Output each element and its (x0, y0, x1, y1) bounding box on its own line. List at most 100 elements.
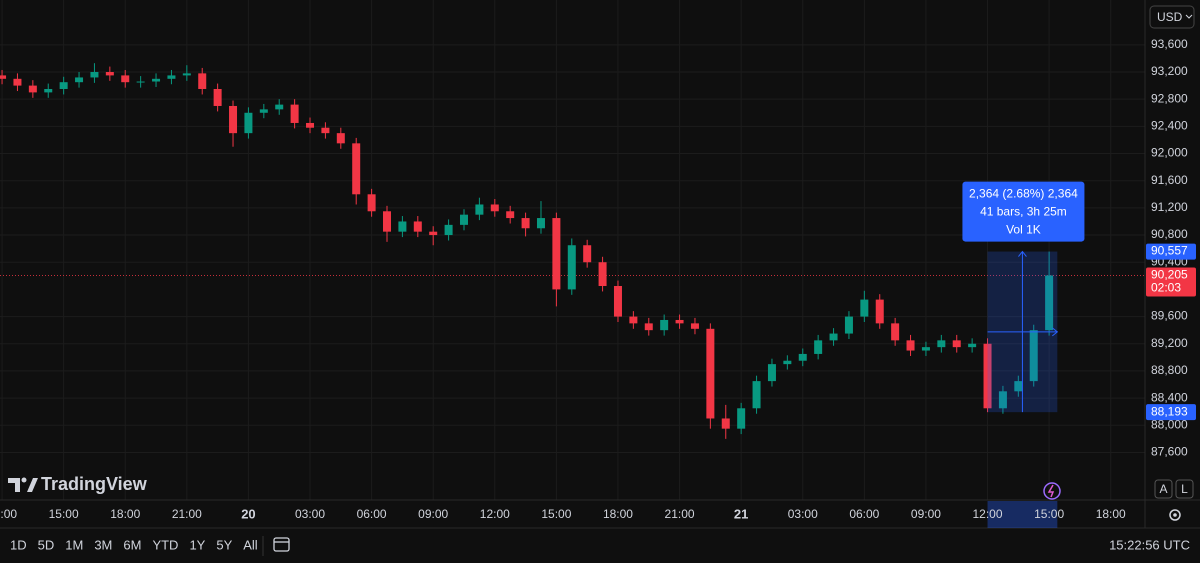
candle-body (475, 204, 484, 215)
axis-button-label[interactable]: L (1181, 482, 1188, 496)
candle-body (644, 323, 653, 331)
y-tick-label: 92,000 (1151, 146, 1188, 160)
candle-body (306, 122, 315, 128)
candle-body (367, 194, 376, 212)
candle-body (1045, 275, 1054, 331)
range-button[interactable]: 5Y (216, 537, 232, 552)
candle-body (44, 88, 53, 93)
candle-body (860, 299, 869, 317)
range-button[interactable]: 5D (38, 537, 55, 552)
y-tick-label: 89,600 (1151, 309, 1188, 323)
x-tick-label: 18:00 (110, 507, 140, 521)
x-tick-label: 20 (241, 506, 255, 521)
candle-body (875, 299, 884, 324)
candle-body (198, 73, 207, 89)
x-tick-label: 09:00 (418, 507, 448, 521)
candle-body (952, 340, 961, 348)
range-button[interactable]: 1M (65, 537, 83, 552)
candle-body (1014, 381, 1023, 392)
range-button[interactable]: 1D (10, 537, 27, 552)
measure-text: 2,364 (2.68%) 2,364 (969, 187, 1078, 201)
x-tick-label: 15:00 (49, 507, 79, 521)
range-button[interactable]: All (243, 537, 258, 552)
range-button[interactable]: 1Y (189, 537, 205, 552)
candle-body (752, 381, 761, 409)
logo-text: TradingView (41, 474, 148, 494)
currency-button[interactable] (1149, 5, 1195, 29)
currency[interactable]: USD (1157, 10, 1183, 24)
axis-button-label[interactable]: A (1159, 482, 1167, 496)
y-tick-label: 92,400 (1151, 119, 1188, 133)
x-tick-label: 03:00 (295, 507, 325, 521)
candle-body (844, 316, 853, 334)
candle-body (921, 347, 930, 351)
range-highlight (987, 501, 1058, 528)
x-tick-label: 15:00 (1034, 507, 1064, 521)
logo-mark (8, 478, 20, 492)
candle-body (459, 214, 468, 225)
range-button[interactable]: YTD (152, 537, 178, 552)
range-button[interactable]: 3M (94, 537, 112, 552)
candle-body (814, 340, 823, 354)
candle-body (167, 75, 176, 79)
currency-caret (1185, 14, 1193, 19)
measure-text: Vol 1K (1006, 223, 1041, 237)
candle-body (937, 340, 946, 348)
logo-dot (21, 477, 27, 483)
candle-body (829, 333, 838, 341)
x-tick-label: 12:00 (973, 507, 1003, 521)
candle-body (152, 78, 161, 82)
low-tag-label: 88,193 (1151, 404, 1188, 418)
candle-body (105, 72, 114, 76)
candle-body (490, 204, 499, 212)
x-tick-label: 06:00 (357, 507, 387, 521)
candle-body (182, 73, 191, 76)
candle-body (983, 343, 992, 409)
spark-icon[interactable] (1043, 482, 1061, 500)
x-tick-label: 21:00 (172, 507, 202, 521)
last-price-tag (1146, 267, 1196, 297)
settings-icon[interactable] (1169, 509, 1181, 521)
candle-body (28, 85, 37, 93)
date-range-icon[interactable] (273, 537, 290, 552)
low-tag (1146, 404, 1196, 421)
y-tick-label: 91,200 (1151, 200, 1188, 214)
y-tick-label: 88,000 (1151, 417, 1188, 431)
x-tick-label: 18:00 (1096, 507, 1126, 521)
x-tick-label: 12:00 (0, 507, 17, 521)
y-tick-label: 90,800 (1151, 227, 1188, 241)
candle-body (583, 245, 592, 263)
x-tick-label: 06:00 (849, 507, 879, 521)
candle-body (783, 360, 792, 365)
candle-body (429, 231, 438, 236)
candle-body (998, 391, 1007, 409)
gear (1169, 509, 1181, 521)
candle-body (721, 418, 730, 429)
candle-body (552, 218, 561, 290)
axis-button[interactable] (1154, 479, 1173, 499)
range-button[interactable]: 6M (123, 537, 141, 552)
axis-button[interactable] (1175, 479, 1194, 499)
candle-body (0, 75, 7, 79)
candle-body (567, 245, 576, 290)
high-tag (1146, 243, 1196, 260)
candle-body (737, 408, 746, 429)
measure-text: 41 bars, 3h 25m (980, 205, 1067, 219)
gear-hub (1173, 513, 1177, 517)
candle-body (352, 143, 361, 195)
last-price-label: 90,205 (1151, 268, 1188, 282)
candle-body (521, 218, 530, 229)
candle-body (536, 218, 545, 229)
x-tick-label: 18:00 (603, 507, 633, 521)
candle-body (690, 323, 699, 329)
spark-bolt (1047, 484, 1055, 498)
candle-body (968, 343, 977, 348)
plot-area (0, 0, 1145, 500)
x-tick-label: 21:00 (665, 507, 695, 521)
candle-body (244, 112, 253, 134)
candle-body (891, 323, 900, 341)
logo-mark (27, 478, 38, 492)
y-tick-label: 93,600 (1151, 37, 1188, 51)
y-tick-label: 88,400 (1151, 390, 1188, 404)
